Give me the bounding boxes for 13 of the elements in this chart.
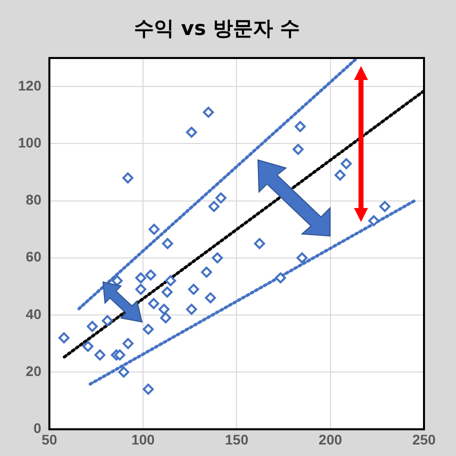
y-tick-label: 100 xyxy=(18,134,42,151)
x-tick-label: 250 xyxy=(412,431,436,448)
chart-title: 수익 vs 방문자 수 xyxy=(134,16,300,40)
x-tick-label: 50 xyxy=(42,431,58,448)
y-tick-label: 60 xyxy=(26,248,42,265)
x-tick-label: 150 xyxy=(225,431,249,448)
y-tick-label: 0 xyxy=(34,420,42,436)
y-tick-label: 80 xyxy=(26,192,42,208)
x-tick-label: 200 xyxy=(318,431,342,448)
y-tick-label: 120 xyxy=(18,77,42,94)
x-tick-label: 100 xyxy=(131,431,155,448)
y-tick-label: 20 xyxy=(26,362,42,379)
y-tick-label: 40 xyxy=(26,306,42,322)
